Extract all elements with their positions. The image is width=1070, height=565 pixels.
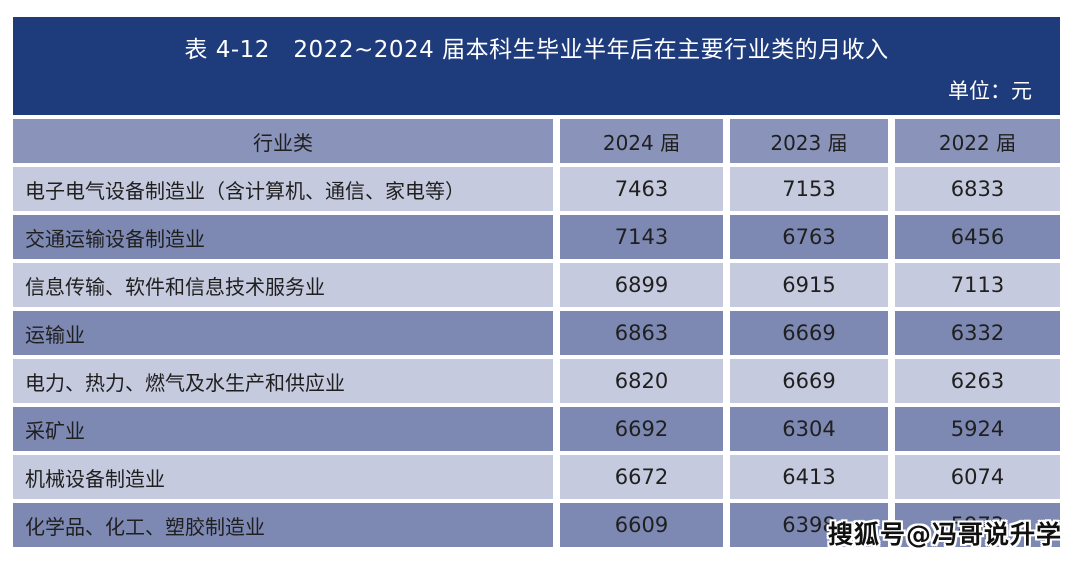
industry-cell: 化学品、化工、塑胶制造业 [13, 503, 553, 547]
value-cell-2024届: 7463 [560, 167, 723, 211]
industry-cell: 采矿业 [13, 407, 553, 451]
table-title-bar: 表 4-12 2022~2024 届本科生毕业半年后在主要行业类的月收入 单位：… [13, 17, 1060, 115]
value-cell-2024届: 6672 [560, 455, 723, 499]
industry-cell: 运输业 [13, 311, 553, 355]
industry-cell: 电子电气设备制造业（含计算机、通信、家电等） [13, 167, 553, 211]
value-cell-2023届: 6669 [730, 311, 888, 355]
industry-cell: 机械设备制造业 [13, 455, 553, 499]
column-header-2023届: 2023 届 [730, 119, 888, 163]
value-cell-2023届: 6398 [730, 503, 888, 547]
table-title: 表 4-12 2022~2024 届本科生毕业半年后在主要行业类的月收入 [184, 37, 889, 63]
value-cell-2024届: 6609 [560, 503, 723, 547]
value-cell-2023届: 6763 [730, 215, 888, 259]
industry-cell: 电力、热力、燃气及水生产和供应业 [13, 359, 553, 403]
value-cell-2022届: 6833 [895, 167, 1060, 211]
unit-label: 单位：元 [948, 79, 1032, 103]
watermark: 搜狐号@冯哥说升学 [827, 520, 1062, 549]
value-cell-2024届: 6820 [560, 359, 723, 403]
value-cell-2024届: 6692 [560, 407, 723, 451]
column-header-2024届: 2024 届 [560, 119, 723, 163]
value-cell-2023届: 6413 [730, 455, 888, 499]
value-cell-2023届: 7153 [730, 167, 888, 211]
value-cell-2024届: 6899 [560, 263, 723, 307]
value-cell-2022届: 6263 [895, 359, 1060, 403]
value-cell-2022届: 5924 [895, 407, 1060, 451]
column-header-industry: 行业类 [13, 119, 553, 163]
value-cell-2022届: 7113 [895, 263, 1060, 307]
value-cell-2024届: 7143 [560, 215, 723, 259]
industry-cell: 信息传输、软件和信息技术服务业 [13, 263, 553, 307]
column-header-2022届: 2022 届 [895, 119, 1060, 163]
income-table: 表 4-12 2022~2024 届本科生毕业半年后在主要行业类的月收入 单位：… [13, 17, 1060, 547]
value-cell-2022届: 6456 [895, 215, 1060, 259]
value-cell-2022届: 6332 [895, 311, 1060, 355]
value-cell-2023届: 6669 [730, 359, 888, 403]
value-cell-2023届: 6915 [730, 263, 888, 307]
value-cell-2022届: 5973 [895, 503, 1060, 547]
industry-cell: 交通运输设备制造业 [13, 215, 553, 259]
table-grid: 行业类 2024 届 2023 届 2022 届电子电气设备制造业（含计算机、通信、家… [13, 119, 1060, 547]
value-cell-2023届: 6304 [730, 407, 888, 451]
value-cell-2024届: 6863 [560, 311, 723, 355]
value-cell-2022届: 6074 [895, 455, 1060, 499]
